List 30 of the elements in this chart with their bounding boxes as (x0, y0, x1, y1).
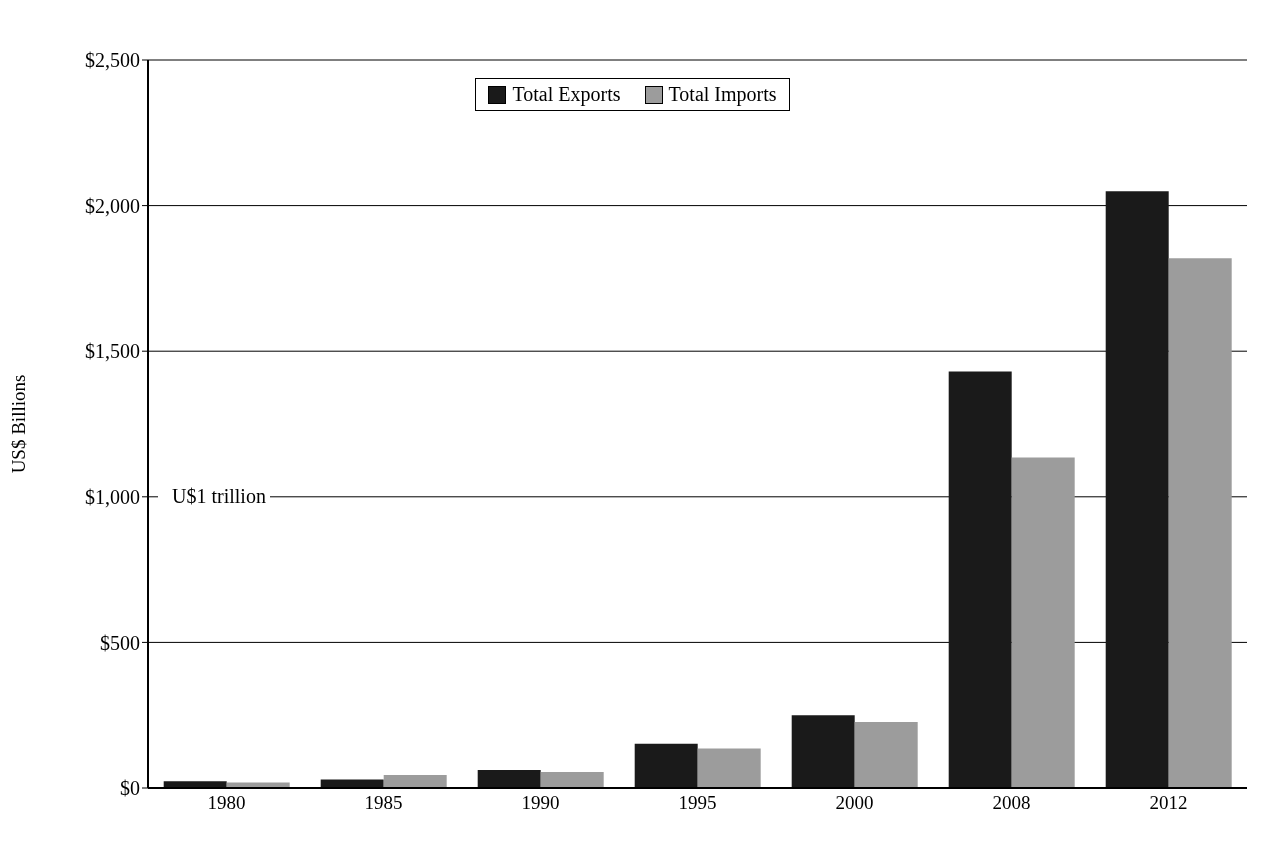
bar (791, 715, 855, 788)
bar (854, 721, 918, 788)
bar (383, 774, 447, 788)
legend-label: Total Imports (668, 83, 777, 106)
bar (697, 748, 761, 788)
bar (1011, 457, 1075, 788)
bar (1105, 191, 1169, 788)
bar (226, 782, 290, 788)
x-tick-label: 1980 (207, 792, 246, 814)
bar (1168, 258, 1232, 788)
y-tick-label: $0 (120, 777, 140, 800)
bar (163, 781, 227, 788)
bar (477, 769, 541, 788)
x-tick-label: 2000 (835, 792, 874, 814)
x-tick-label: 1995 (678, 792, 717, 814)
y-tick-label: $1,000 (85, 485, 140, 508)
y-tick-label: $500 (100, 631, 140, 654)
bar (540, 771, 604, 788)
x-tick-label: 1985 (364, 792, 403, 814)
legend-label: Total Exports (512, 83, 621, 106)
annotation: U$1 trillion (158, 483, 270, 509)
bar (634, 743, 698, 788)
y-tick-label: $1,500 (85, 340, 140, 363)
x-tick-label: 2008 (992, 792, 1031, 814)
bar (948, 371, 1012, 788)
y-axis-title: US$ Billions (7, 374, 29, 474)
x-tick-label: 1990 (521, 792, 560, 814)
y-tick-label: $2,000 (85, 194, 140, 217)
y-tick-label: $2,500 (85, 49, 140, 72)
x-tick-label: 2012 (1149, 792, 1188, 814)
